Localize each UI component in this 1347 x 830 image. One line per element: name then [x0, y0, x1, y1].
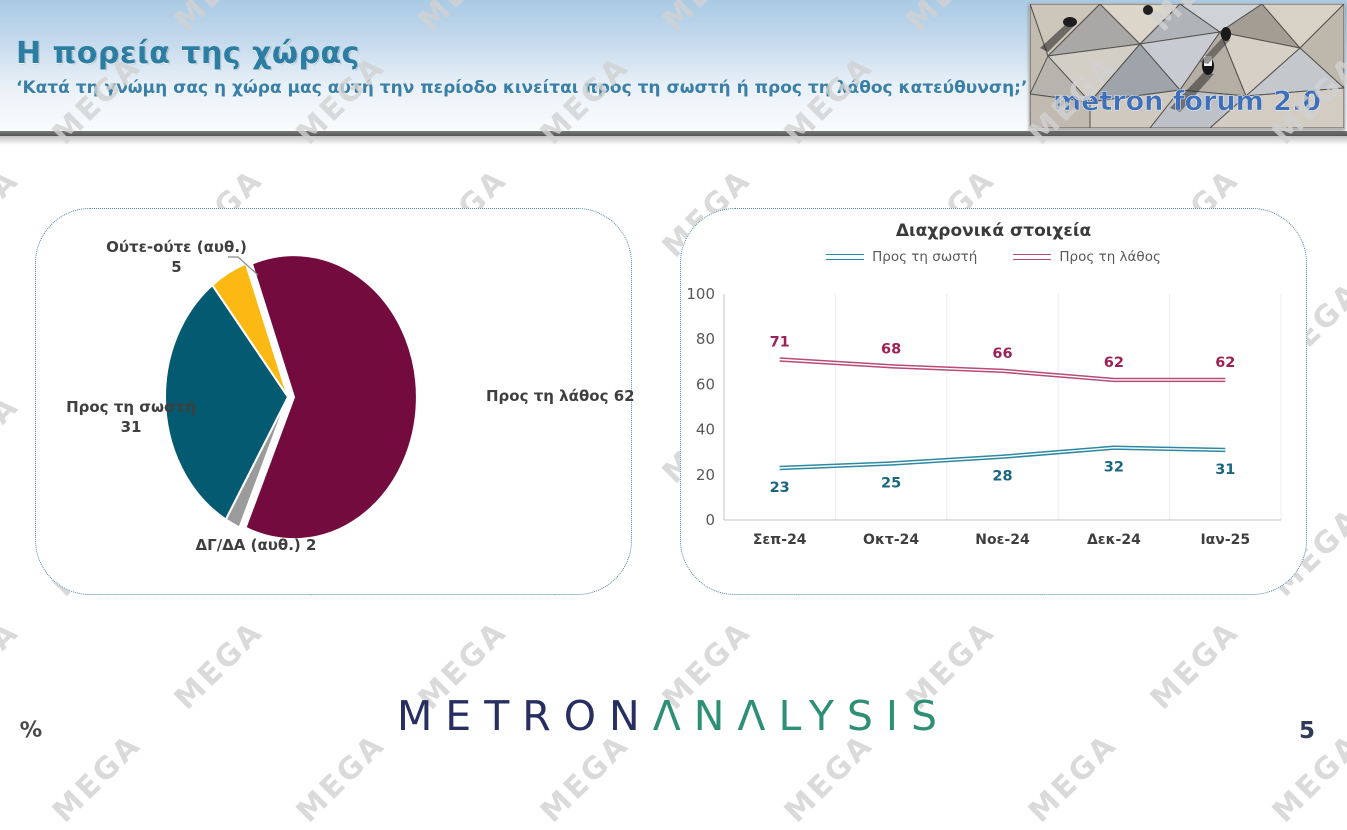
pie-label-neither: Ούτε-ούτε (αυθ.) 5 — [106, 238, 247, 277]
svg-text:40: 40 — [696, 421, 715, 439]
svg-text:60: 60 — [696, 375, 715, 393]
svg-text:Ιαν-25: Ιαν-25 — [1200, 532, 1250, 548]
page-title: Η πορεία της χώρας — [16, 36, 360, 71]
mega-watermark: MEGA — [45, 727, 149, 830]
legend-label: Προς τη λάθος — [1059, 249, 1161, 265]
percent-symbol: % — [19, 717, 43, 744]
legend-label: Προς τη σωστή — [872, 249, 978, 265]
svg-text:31: 31 — [1215, 462, 1235, 478]
svg-text:71: 71 — [770, 335, 790, 351]
pie-label-right: Προς τη σωστή 31 — [66, 398, 196, 437]
metron-forum-logo: metron forum 2.0 — [1029, 3, 1345, 129]
svg-text:Οκτ-24: Οκτ-24 — [863, 532, 919, 548]
plaza-photo: metron forum 2.0 — [1030, 4, 1344, 128]
svg-text:68: 68 — [881, 341, 901, 357]
line-chart-legend: Προς τη σωστή Προς τη λάθος — [681, 249, 1306, 265]
people-silhouettes — [1040, 5, 1231, 112]
logo-metron: METRON — [396, 692, 653, 740]
legend-line-swatch — [826, 254, 865, 260]
legend-line-swatch — [1013, 254, 1052, 260]
svg-text:66: 66 — [992, 346, 1012, 362]
line-chart: 0 20 40 60 80 100 Σεπ-24 Οκτ-24 Νοε-24 Δεκ-24 Ιαν-… — [686, 285, 1282, 548]
mega-watermark: MEGA — [1021, 727, 1125, 830]
svg-text:Νοε-24: Νοε-24 — [975, 532, 1030, 548]
pie-chart — [164, 254, 418, 541]
svg-text:62: 62 — [1104, 355, 1124, 371]
svg-text:25: 25 — [881, 476, 901, 492]
mega-watermark: MEGA — [289, 727, 393, 830]
header-divider — [0, 131, 1347, 145]
svg-text:Δεκ-24: Δεκ-24 — [1087, 532, 1141, 548]
svg-text:32: 32 — [1104, 460, 1124, 476]
line-chart-title: Διαχρονικά στοιχεία — [895, 221, 1092, 241]
legend-item: Προς τη λάθος — [1013, 249, 1161, 265]
line-chart-panel: Διαχρονικά στοιχεία Προς τη σωστή Προς τη… — [680, 208, 1307, 595]
pie-label-dk: ΔΓ/ΔΑ (αυθ.) 2 — [195, 536, 317, 554]
svg-text:100: 100 — [686, 285, 715, 303]
metron-forum-text: metron forum 2.0 — [1053, 86, 1321, 117]
svg-text:20: 20 — [696, 466, 715, 484]
mega-watermark: MEGA — [777, 727, 881, 830]
pie-label-wrong: Προς τη λάθος 62 — [486, 387, 635, 405]
pie-chart-panel: Ούτε-ούτε (αυθ.) 5 Προς τη σωστή 31 ΔΓ/Δ… — [35, 208, 635, 595]
metron-analysis-logo: METRONΛΝΛLYSIS — [0, 692, 1347, 740]
svg-text:28: 28 — [992, 469, 1012, 485]
mega-watermark: MEGA — [533, 727, 637, 830]
logo-analysis: ΛΝΛLYSIS — [652, 692, 951, 740]
page-subtitle: ‘Κατά τη γνώμη σας η χώρα μας αυτή την π… — [16, 78, 1028, 98]
mega-watermark: MEGA — [0, 162, 27, 265]
svg-text:23: 23 — [770, 480, 790, 496]
mega-watermark: MEGA — [0, 388, 27, 491]
svg-text:Σεπ-24: Σεπ-24 — [753, 532, 807, 548]
legend-item: Προς τη σωστή — [826, 249, 977, 265]
page-number: 5 — [1298, 718, 1315, 744]
svg-text:0: 0 — [705, 511, 715, 529]
svg-text:80: 80 — [696, 330, 715, 348]
svg-text:62: 62 — [1215, 355, 1235, 371]
